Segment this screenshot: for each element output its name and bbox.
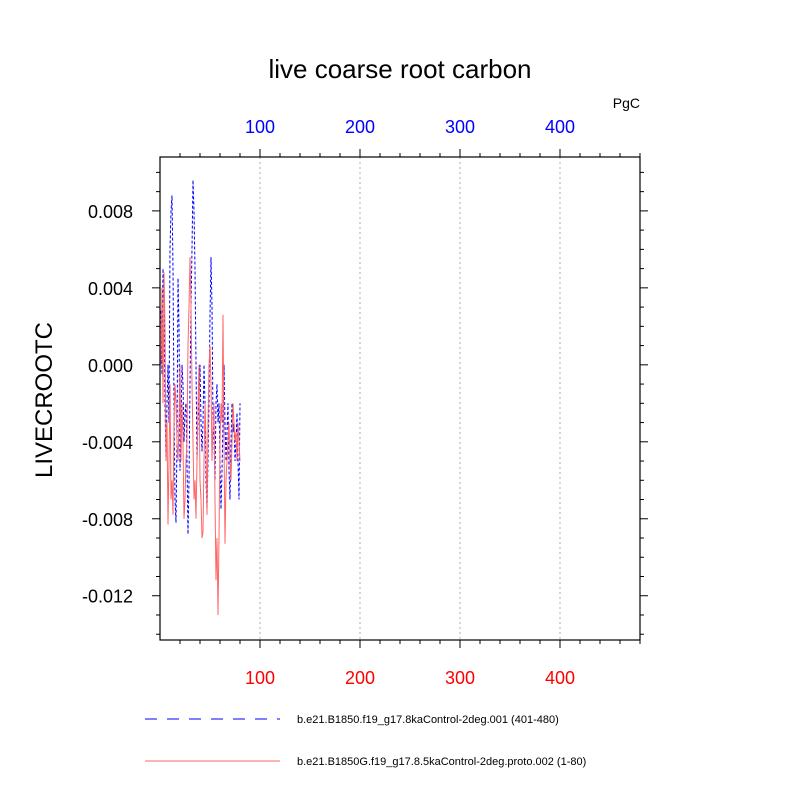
x-tick-label-top-200: 200: [345, 117, 375, 137]
plot-frame-rect: [159, 156, 641, 641]
units-label: PgC: [613, 95, 640, 111]
legend-label-1: b.e21.B1850.f19_g17.8kaControl-2deg.001 …: [297, 714, 559, 726]
y-tick-label-2: 0.000: [88, 356, 133, 376]
series-line-2: [160, 257, 241, 616]
grid-lines: [259, 157, 561, 640]
plot-frame: [159, 156, 641, 641]
x-tick-label-bottom-400: 400: [545, 668, 575, 688]
y-axis-label: LIVECROOTC: [31, 322, 58, 478]
y-tick-label-0: 0.008: [88, 202, 133, 222]
x-tick-label-bottom-100: 100: [245, 668, 275, 688]
y-tick-label-3: -0.004: [82, 433, 133, 453]
y-tick-label-4: -0.008: [82, 510, 133, 530]
x-tick-label-top-100: 100: [245, 117, 275, 137]
x-tick-label-top-300: 300: [445, 117, 475, 137]
legend-label-2: b.e21.B1850G.f19_g17.8.5kaControl-2deg.p…: [297, 756, 586, 768]
chart-title: live coarse root carbon: [268, 54, 531, 84]
y-tick-label-5: -0.012: [82, 587, 133, 607]
tick-marks: [152, 149, 648, 648]
x-tick-label-bottom-200: 200: [345, 668, 375, 688]
x-tick-label-bottom-300: 300: [445, 668, 475, 688]
tick-labels: 100 100 200 200 300 300 400 400 0.008 0.004 0.000 -…: [82, 117, 575, 688]
x-tick-label-top-400: 400: [545, 117, 575, 137]
legend: b.e21.B1850.f19_g17.8kaControl-2deg.001 …: [145, 714, 586, 768]
series-group: [160, 180, 241, 616]
y-tick-label-1: 0.004: [88, 279, 133, 299]
